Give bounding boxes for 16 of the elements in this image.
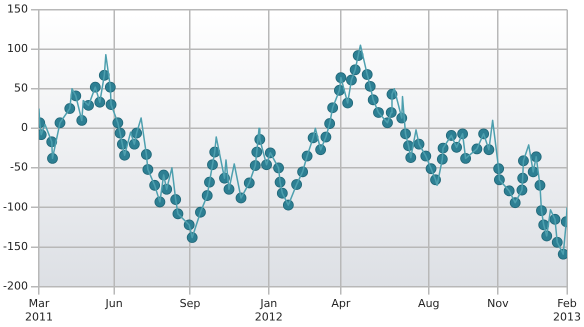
x-tick-label: Sep xyxy=(180,297,200,310)
x-tick-label: Apr xyxy=(331,297,351,310)
x-tick-label: Aug xyxy=(418,297,440,310)
y-tick-label: 150 xyxy=(6,2,28,16)
y-tick-label: 0 xyxy=(20,121,28,134)
x-tick-label: Nov xyxy=(487,297,510,310)
y-tick-label: -100 xyxy=(2,200,28,214)
y-tick-label: -200 xyxy=(2,279,28,292)
y-tick-label: 50 xyxy=(14,82,28,95)
y-tick-label: -50 xyxy=(10,160,28,174)
x-tick-label: Jan 2012 xyxy=(254,297,283,324)
x-tick-label: Feb 2013 xyxy=(553,297,582,324)
y-tick-label: 100 xyxy=(6,42,28,56)
x-tick-label: Jun xyxy=(104,297,123,310)
y-tick-label: -150 xyxy=(2,240,28,253)
x-tick-label: Mar 2011 xyxy=(24,297,53,324)
